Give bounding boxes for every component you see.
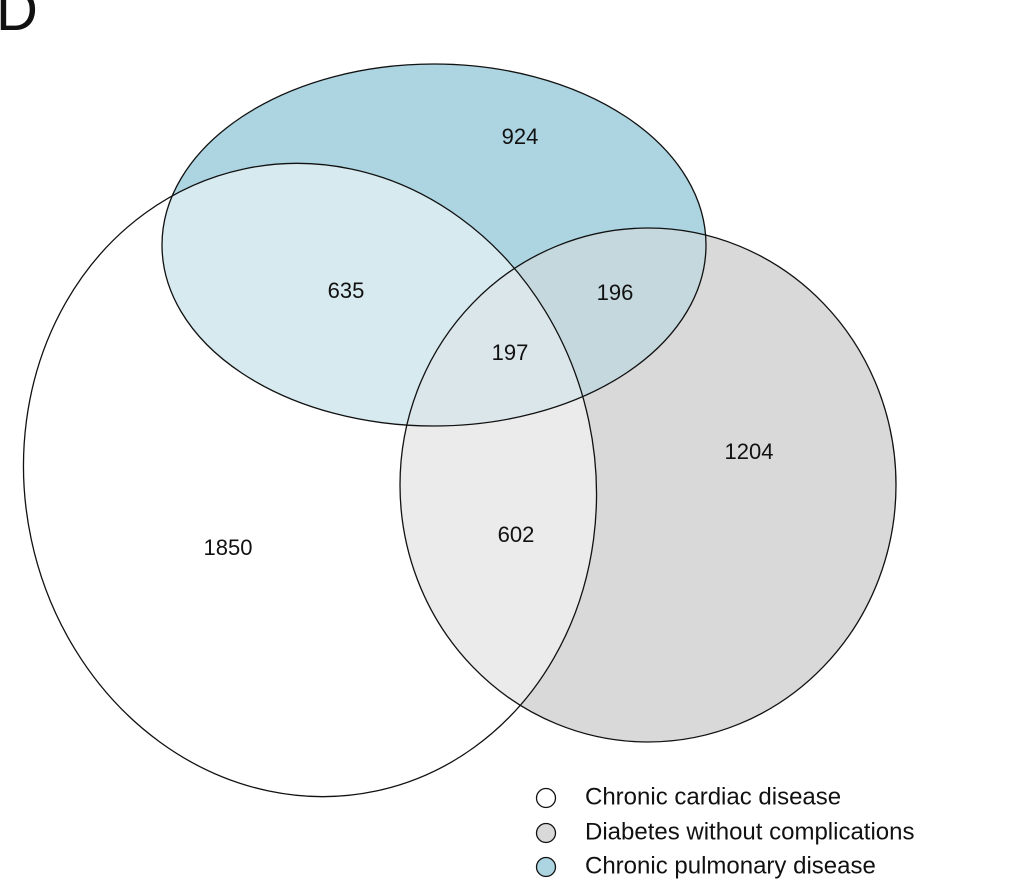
count-all-three: 197 <box>492 340 529 365</box>
legend-swatch-diabetes <box>535 822 557 844</box>
legend-swatch-pulmonary <box>535 856 557 878</box>
count-cardiac-pulmonary: 635 <box>328 278 365 303</box>
cardiac-ellipse-outline <box>22 162 598 798</box>
count-pulmonary-diabetes: 196 <box>597 280 634 305</box>
legend-swatch-cardiac <box>535 787 557 809</box>
count-pulmonary-only: 924 <box>502 124 539 149</box>
legend-label-diabetes: Diabetes without complications <box>585 818 915 845</box>
diabetes-circle-outline <box>399 227 897 743</box>
count-diabetes-only: 1204 <box>725 439 774 464</box>
count-cardiac-only: 1850 <box>204 535 253 560</box>
legend-item: Chronic cardiac disease <box>535 783 841 810</box>
panel-label: D <box>0 0 38 43</box>
pulmonary-ellipse-outline <box>161 63 707 427</box>
legend-item: Chronic pulmonary disease <box>535 852 876 879</box>
legend-label-cardiac: Chronic cardiac disease <box>585 783 841 810</box>
legend-item: Diabetes without complications <box>535 818 915 845</box>
count-cardiac-diabetes: 602 <box>498 522 535 547</box>
legend-label-pulmonary: Chronic pulmonary disease <box>585 852 876 879</box>
legend: Chronic cardiac disease Diabetes without… <box>535 783 915 879</box>
